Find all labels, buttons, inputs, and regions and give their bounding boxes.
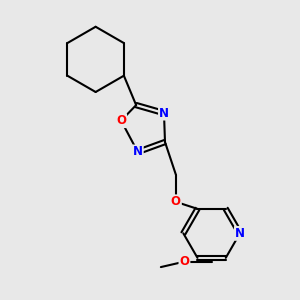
Text: O: O <box>179 255 189 268</box>
Text: O: O <box>116 114 126 127</box>
Text: N: N <box>133 146 143 158</box>
Text: N: N <box>159 106 169 120</box>
Text: N: N <box>235 227 245 240</box>
Text: O: O <box>171 195 181 208</box>
